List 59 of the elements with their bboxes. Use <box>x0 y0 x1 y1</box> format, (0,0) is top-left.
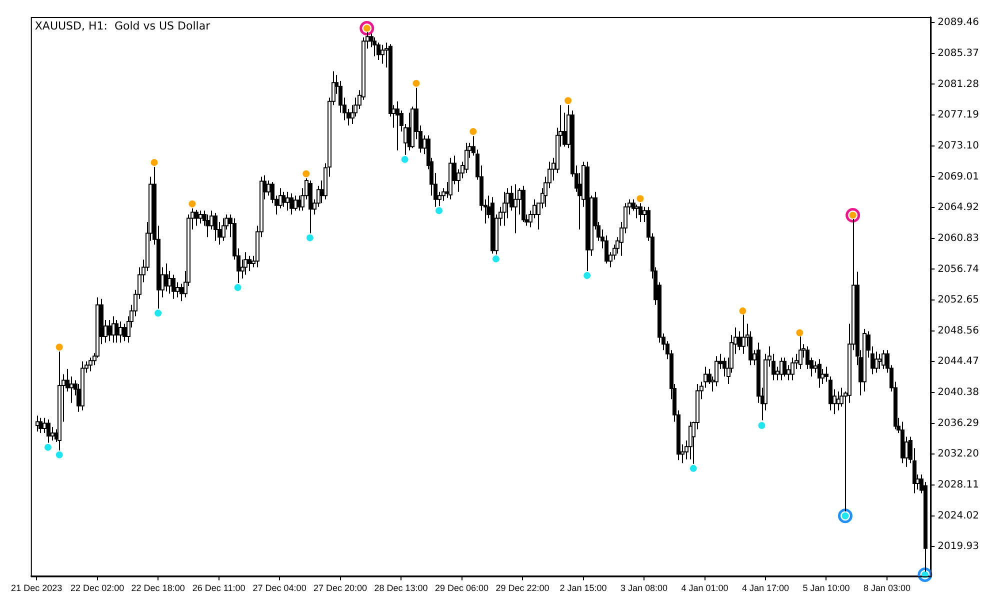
chart-title: XAUUSD, H1: Gold vs US Dollar <box>34 19 211 32</box>
y-tick-label: 2085.37 <box>938 48 980 59</box>
point <box>150 158 158 166</box>
y-tick-label: 2040.38 <box>938 387 980 398</box>
point <box>234 284 242 292</box>
x-tick-label: 5 Jan 10:00 <box>802 583 850 594</box>
point <box>796 329 804 336</box>
x-tick-label: 29 Dec 06:00 <box>435 583 489 594</box>
y-tick-label: 2077.19 <box>938 110 980 121</box>
point <box>56 344 63 351</box>
x-tick-label: 3 Jan 08:00 <box>620 583 668 594</box>
x-tick-label: 22 Dec 18:00 <box>131 583 185 594</box>
point <box>44 444 52 451</box>
x-tick-label: 27 Dec 04:00 <box>252 583 306 594</box>
y-tick-label: 2052.65 <box>938 294 980 306</box>
y-tick-label: 2069.01 <box>938 171 980 182</box>
point <box>154 310 162 317</box>
point <box>758 422 766 429</box>
y-tick-label: 2019.93 <box>938 541 980 552</box>
y-tick-label: 2064.92 <box>938 202 980 214</box>
x-tick-label: 22 Dec 02:00 <box>70 583 124 594</box>
point <box>846 208 860 222</box>
point <box>838 508 852 524</box>
y-tick-label: 2032.20 <box>938 448 980 460</box>
point <box>918 567 932 582</box>
point <box>360 21 374 36</box>
point <box>302 170 310 178</box>
point <box>564 97 572 104</box>
y-tick-label: 2073.10 <box>938 140 980 152</box>
x-tick-label: 4 Jan 01:00 <box>681 583 728 594</box>
y-tick-label: 2048.56 <box>938 325 980 336</box>
y-tick-label: 2089.46 <box>938 17 980 28</box>
x-tick-label: 28 Dec 13:00 <box>374 583 428 594</box>
point <box>470 128 477 136</box>
point <box>584 272 591 279</box>
y-tick-label: 2056.74 <box>938 264 980 275</box>
y-tick-label: 2028.11 <box>938 480 980 491</box>
point <box>56 451 63 458</box>
point <box>436 207 442 214</box>
x-tick-label: 27 Dec 20:00 <box>314 583 368 594</box>
y-tick-label: 2060.83 <box>938 232 980 244</box>
point <box>412 80 420 87</box>
x-tick-label: 21 Dec 2023 <box>11 583 62 594</box>
y-tick-label: 2024.02 <box>938 510 980 522</box>
y-tick-label: 2036.29 <box>938 418 980 429</box>
y-tick-label: 2044.47 <box>938 356 980 368</box>
point <box>739 307 746 314</box>
point <box>492 255 500 262</box>
x-tick-label: 29 Dec 22:00 <box>496 583 550 594</box>
y-tick-label: 2081.28 <box>938 78 980 90</box>
point <box>306 234 314 242</box>
x-tick-label: 8 Jan 03:00 <box>863 583 911 594</box>
x-tick-label: 26 Dec 11:00 <box>192 583 246 594</box>
point <box>690 464 697 472</box>
x-tick-label: 4 Jan 17:00 <box>742 583 790 594</box>
point <box>636 195 644 202</box>
point <box>401 156 408 163</box>
point <box>188 200 196 208</box>
x-tick-label: 2 Jan 15:00 <box>560 583 607 594</box>
